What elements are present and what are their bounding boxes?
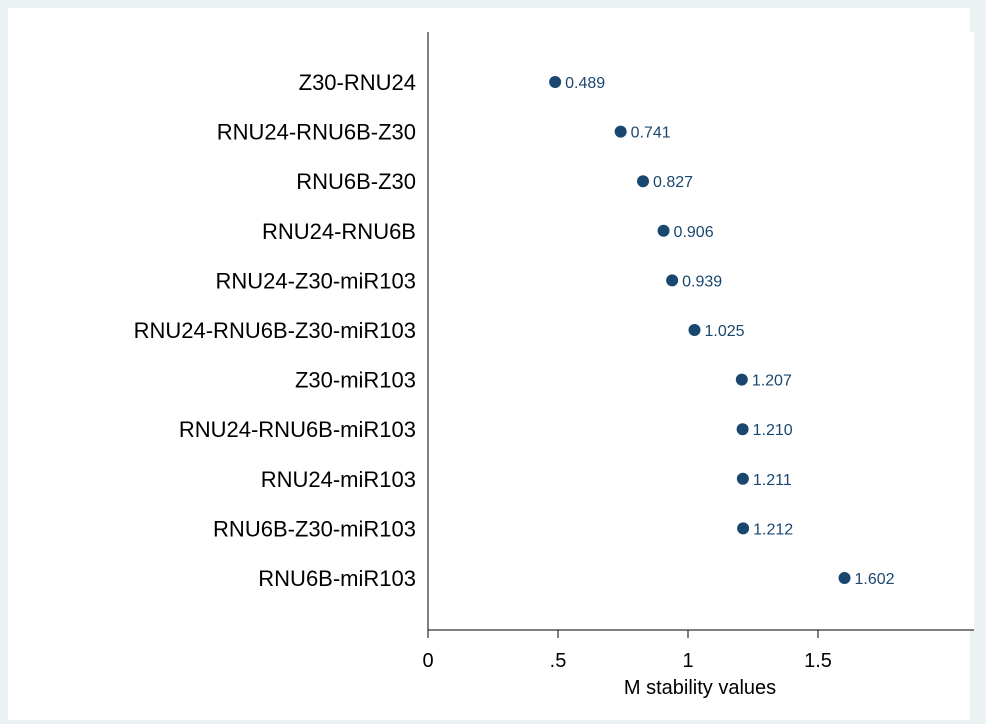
data-point	[666, 274, 679, 287]
category-label: RNU6B-miR103	[258, 566, 416, 591]
data-value-label: 1.602	[855, 571, 895, 588]
category-label: RNU24-RNU6B-Z30-miR103	[134, 318, 416, 343]
category-label: RNU24-RNU6B-miR103	[179, 417, 416, 442]
category-label: Z30-miR103	[295, 368, 416, 393]
category-label: RNU6B-Z30-miR103	[213, 516, 416, 541]
data-point	[838, 572, 851, 584]
x-ticks: 0 .5 1 1.5	[422, 630, 832, 672]
data-value-label: 1.207	[752, 373, 792, 390]
data-point	[549, 76, 562, 88]
data-value-label: 1.210	[753, 422, 793, 439]
data-value-label: 1.025	[705, 323, 745, 340]
category-label: Z30-RNU24	[299, 70, 416, 95]
category-label: RNU24-miR103	[261, 467, 416, 492]
data-point	[637, 175, 650, 188]
data-value-label: 0.939	[682, 273, 722, 290]
data-value-label: 0.827	[653, 174, 693, 191]
x-tick-label: 0	[422, 650, 433, 672]
data-point	[736, 423, 749, 436]
data-value-label: 1.212	[753, 521, 793, 538]
data-point	[614, 125, 627, 138]
category-label: RNU24-RNU6B	[262, 219, 416, 244]
x-tick-label: 1	[682, 650, 693, 672]
data-point	[735, 373, 748, 386]
category-label: RNU24-Z30-miR103	[215, 268, 416, 293]
category-labels: Z30-RNU24 RNU24-RNU6B-Z30 RNU6B-Z30 RNU24-R…	[134, 70, 416, 591]
x-tick-label: .5	[550, 650, 567, 672]
x-tick-label: 1.5	[804, 650, 832, 672]
category-label: RNU6B-Z30	[296, 169, 416, 194]
category-label: RNU24-RNU6B-Z30	[217, 120, 416, 145]
x-axis-title: M stability values	[624, 677, 776, 699]
data-point	[737, 522, 750, 535]
data-points: 0.489 0.741 0.827 0.906 0.939 1.025 1.207 1.210…	[549, 75, 895, 588]
data-value-label: 0.741	[631, 125, 671, 142]
data-point	[688, 324, 701, 336]
plot-area	[428, 32, 974, 630]
data-value-label: 1.211	[753, 472, 792, 489]
data-point	[736, 472, 749, 485]
data-value-label: 0.906	[674, 224, 714, 241]
data-point	[657, 224, 670, 237]
data-value-label: 0.489	[565, 75, 605, 92]
